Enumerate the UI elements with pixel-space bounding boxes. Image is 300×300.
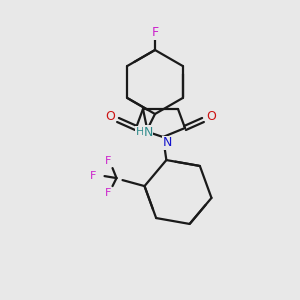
Text: N: N (162, 136, 172, 149)
Text: F: F (90, 171, 97, 181)
Text: F: F (105, 156, 112, 166)
Text: O: O (206, 110, 216, 124)
Text: N: N (143, 125, 153, 139)
Text: H: H (136, 127, 144, 137)
Text: O: O (105, 110, 115, 124)
Text: F: F (105, 188, 112, 198)
Text: F: F (152, 26, 159, 40)
